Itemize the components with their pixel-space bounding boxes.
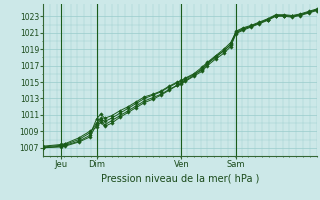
X-axis label: Pression niveau de la mer( hPa ): Pression niveau de la mer( hPa ) [101, 173, 259, 183]
